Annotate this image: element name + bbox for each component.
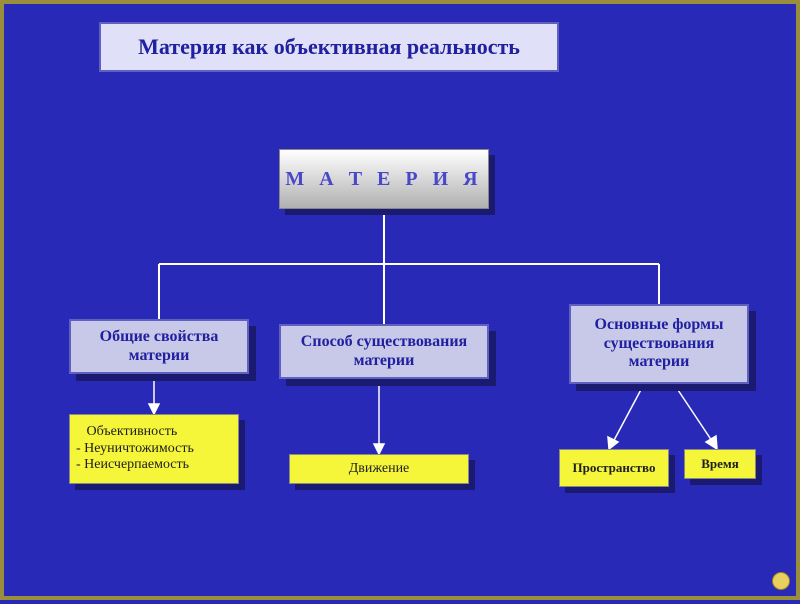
leaf2-label: Движение xyxy=(349,461,410,478)
mid3-label: Основные формы существования материи xyxy=(571,314,747,373)
leaf-node-time: Время xyxy=(684,449,756,479)
root-label: М А Т Е Р И Я xyxy=(285,168,482,191)
title-box: Материя как объективная реальность xyxy=(99,22,559,72)
mid-node-properties: Общие свойства материи xyxy=(69,319,249,374)
mid1-label: Общие свойства материи xyxy=(71,326,247,367)
leaf3-label: Пространство xyxy=(573,460,656,476)
mid-node-mode: Способ существования материи xyxy=(279,324,489,379)
leaf4-label: Время xyxy=(701,456,739,472)
leaf-node-properties-list: Объективность - Неуничтожимость - Неисче… xyxy=(69,414,239,484)
title-text: Материя как объективная реальность xyxy=(138,34,520,60)
corner-icon xyxy=(772,572,790,590)
leaf-node-space: Пространство xyxy=(559,449,669,487)
leaf-node-motion: Движение xyxy=(289,454,469,484)
root-node: М А Т Е Р И Я xyxy=(279,149,489,209)
mid-node-forms: Основные формы существования материи xyxy=(569,304,749,384)
leaf1-text: Объективность - Неуничтожимость - Неисче… xyxy=(76,424,194,474)
mid2-label: Способ существования материи xyxy=(281,331,487,372)
